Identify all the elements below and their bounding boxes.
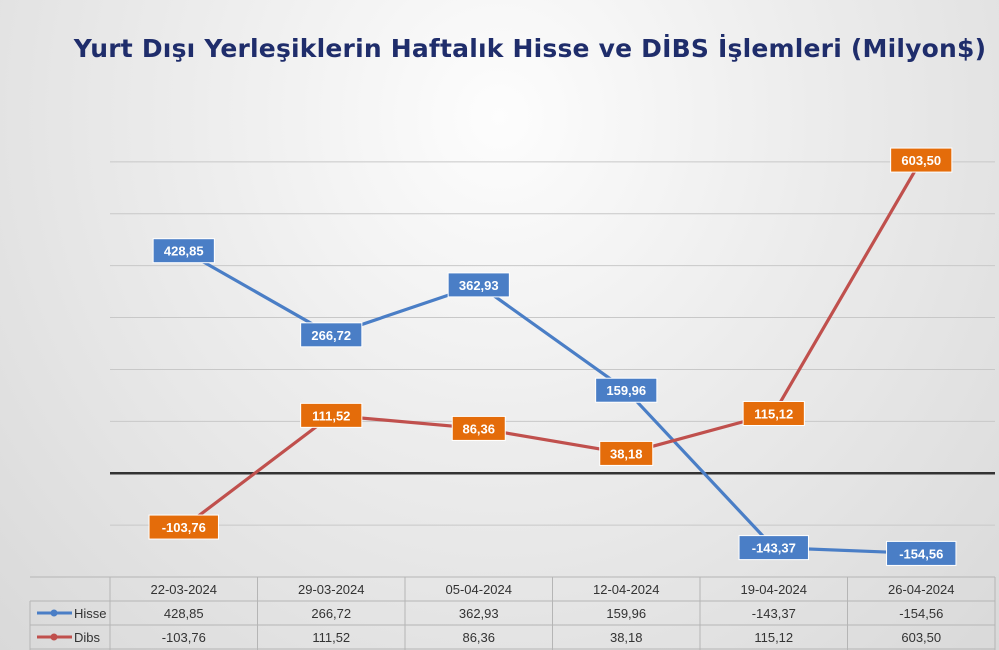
data-label-box (890, 147, 953, 173)
x-tick-label: 26-04-2024 (888, 582, 955, 597)
data-label-text: 111,52 (312, 408, 350, 423)
data-label-text: 362,93 (459, 278, 499, 293)
data-label-text: -103,76 (162, 520, 206, 535)
series-line-hisse (182, 249, 922, 556)
data-label-text: 38,18 (610, 446, 643, 461)
data-label-hisse: 266,72 (300, 322, 363, 348)
table-cell: 362,93 (459, 606, 499, 621)
data-label-dibs: -103,76 (148, 514, 219, 540)
x-tick-label: 22-03-2024 (151, 582, 218, 597)
data-label-hisse: -154,56 (886, 540, 957, 566)
data-label-text: -154,56 (899, 546, 943, 561)
data-label-dibs: 38,18 (599, 440, 654, 466)
x-tick-label: 19-04-2024 (741, 582, 808, 597)
data-label-dibs: 111,52 (300, 402, 363, 428)
legend-marker (50, 609, 58, 617)
data-label-text: 266,72 (311, 328, 351, 343)
data-label-text: 603,50 (901, 153, 941, 168)
table-cell: -103,76 (162, 630, 206, 645)
data-label-dibs: 86,36 (451, 415, 506, 441)
table-cell: 115,12 (754, 630, 793, 645)
data-label-text: 159,96 (606, 383, 646, 398)
table-cell: 428,85 (164, 606, 204, 621)
data-table: 22-03-2024 29-03-2024 05-04-2024 12-04-2024… (29, 576, 996, 650)
legend-marker (50, 633, 58, 641)
legend-key-dibs (37, 633, 72, 641)
data-label-text: -143,37 (752, 541, 796, 556)
table-cell: -143,37 (752, 606, 796, 621)
table-cell: 38,18 (610, 630, 643, 645)
data-label-box (599, 440, 654, 466)
data-label-dibs: 115,12 (742, 400, 805, 426)
table-cell: 266,72 (311, 606, 351, 621)
table-cell: 111,52 (312, 630, 350, 645)
data-label-text: 115,12 (754, 406, 793, 421)
legend-label: Hisse (74, 606, 107, 621)
data-label-box (300, 402, 363, 428)
data-label-box (742, 400, 805, 426)
legend-key-hisse (37, 609, 72, 617)
data-label-dibs: 603,50 (890, 147, 953, 173)
data-label-box (595, 377, 658, 403)
chart-title: Yurt Dışı Yerleşiklerin Haftalık Hisse v… (73, 34, 987, 63)
table-cell: 603,50 (901, 630, 941, 645)
legend-label: Dibs (74, 630, 101, 645)
data-label-hisse: -143,37 (738, 535, 809, 561)
data-label-hisse: 428,85 (152, 238, 215, 264)
x-tick-label: 29-03-2024 (298, 582, 365, 597)
data-labels: 428,85 266,72 362,93 159,96 -143,37 -154,56 -1… (148, 147, 957, 566)
data-label-box (148, 514, 219, 540)
data-label-text: 428,85 (164, 244, 204, 259)
data-label-box (447, 272, 510, 298)
series-line-dibs (182, 159, 923, 529)
data-label-hisse: 362,93 (447, 272, 510, 298)
data-label-box (451, 415, 506, 441)
table-cell: 86,36 (462, 630, 495, 645)
data-label-box (738, 535, 809, 561)
series-lines (173, 149, 932, 565)
gridlines (110, 161, 995, 526)
table-cell: -154,56 (899, 606, 943, 621)
data-label-text: 86,36 (462, 421, 495, 436)
data-label-box (886, 540, 957, 566)
table-cell: 159,96 (606, 606, 646, 621)
data-label-hisse: 159,96 (595, 377, 658, 403)
data-label-box (300, 322, 363, 348)
x-tick-label: 12-04-2024 (593, 582, 660, 597)
data-label-box (152, 238, 215, 264)
x-tick-label: 05-04-2024 (446, 582, 513, 597)
